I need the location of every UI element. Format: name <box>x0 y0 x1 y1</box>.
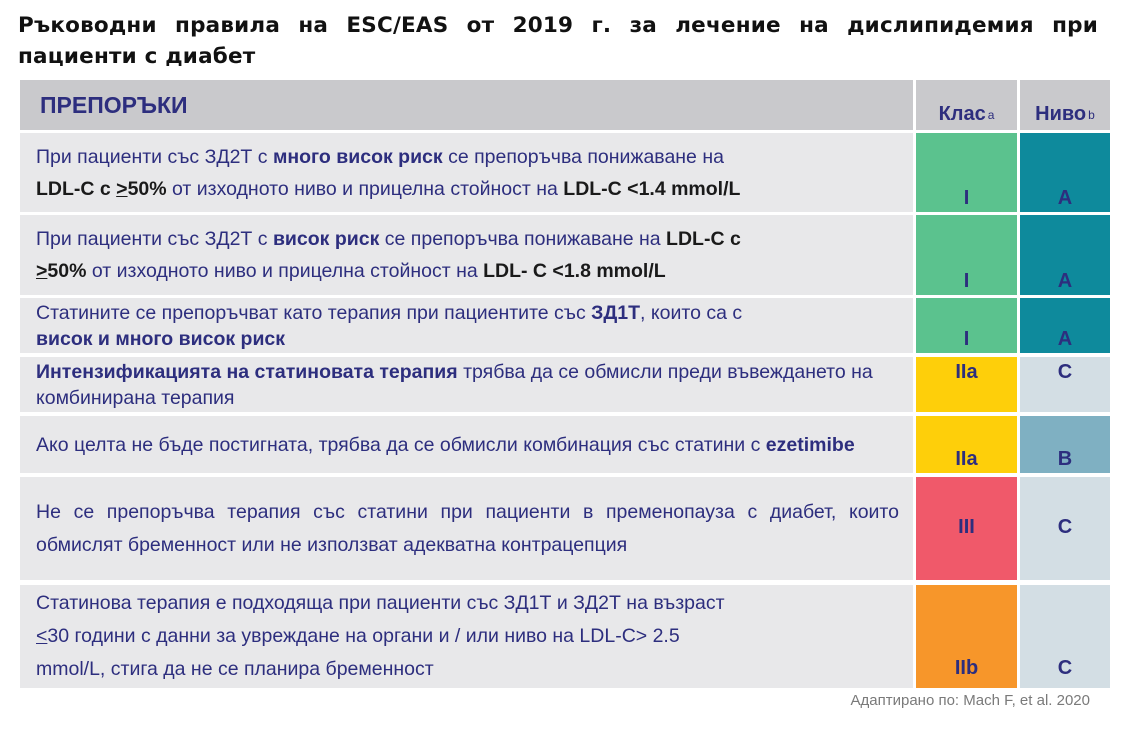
row-emphasis: висок риск <box>272 228 380 250</box>
row-text: При пациенти със ЗД2Т с <box>36 228 273 250</box>
level-value: C <box>1057 361 1073 383</box>
less-equal-sign: < <box>36 625 48 647</box>
table-row: Ако целта не бъде постигната, трябва да … <box>20 416 913 473</box>
greater-equal-sign: > <box>36 260 48 282</box>
class-badge: I <box>916 298 1017 353</box>
class-value: I <box>963 187 970 209</box>
row-emphasis: LDL- C <1.8 mmol/L <box>483 260 666 282</box>
row-text: от изходното ниво и прицелна стойност на <box>86 260 484 282</box>
row-text: се препоръчва понижаване на <box>379 228 667 250</box>
row-emphasis: Интензификацията на статиновата терапия <box>36 360 458 383</box>
class-badge: IIa <box>916 416 1017 473</box>
level-value: C <box>1057 516 1073 538</box>
row-emphasis: ЗД1Т <box>591 301 641 324</box>
row-text: се препоръчва понижаване на <box>442 145 724 168</box>
header-class-sup: a <box>987 108 995 122</box>
level-badge: A <box>1020 298 1110 353</box>
row-emphasis: висок и много висок риск <box>36 327 286 350</box>
header-class-label: Клас <box>938 103 986 125</box>
level-value: B <box>1057 448 1073 470</box>
table-row: Не се препоръчва терапия със статини при… <box>20 477 913 580</box>
table-row: Интензификацията на статиновата терапия … <box>20 357 913 412</box>
row-text: Не се препоръчва терапия със статини при… <box>36 500 899 556</box>
row-text: , които са с <box>640 301 743 324</box>
header-recommendations: ПРЕПОРЪКИ <box>20 80 913 130</box>
table-row: При пациенти със ЗД2Т с много висок риск… <box>20 133 913 212</box>
table-row: При пациенти със ЗД2Т с висок риск се пр… <box>20 215 913 295</box>
class-value: IIb <box>954 657 979 679</box>
class-value: III <box>958 516 975 538</box>
row-text: от изходното ниво и прицелна стойност на <box>166 177 564 200</box>
header-class: Клас a <box>916 80 1017 130</box>
class-value: I <box>963 328 970 350</box>
header-level-label: Ниво <box>1035 103 1087 125</box>
table-row: Статините се препоръчват като терапия пр… <box>20 298 913 353</box>
class-badge: IIb <box>916 585 1017 688</box>
class-value: IIa <box>955 361 978 383</box>
class-badge: I <box>916 215 1017 295</box>
row-text: mmol/L, стига да не се планира бременнос… <box>36 658 434 680</box>
row-text: Статините се препоръчват като терапия пр… <box>36 301 592 324</box>
level-badge: C <box>1020 585 1110 688</box>
source-citation: Адаптирано по: Mach F, et al. 2020 <box>850 692 1091 709</box>
table-row: Статинова терапия е подходяща при пациен… <box>20 585 913 688</box>
level-value: C <box>1057 657 1073 679</box>
header-level-sup: b <box>1088 108 1095 122</box>
level-value: A <box>1057 270 1073 292</box>
row-text: Ако целта не бъде постигната, трябва да … <box>36 433 766 456</box>
row-emphasis: LDL-C с <box>36 177 117 200</box>
class-badge: III <box>916 477 1017 580</box>
class-value: I <box>963 270 970 292</box>
level-badge: B <box>1020 416 1110 473</box>
page-title: Ръководни правила на ESC/EAS от 2019 г. … <box>18 13 1098 69</box>
greater-equal-sign: > <box>116 177 128 200</box>
row-emphasis: LDL-C с <box>666 228 741 250</box>
level-badge: C <box>1020 477 1110 580</box>
level-value: A <box>1057 328 1073 350</box>
row-text: 30 години с данни за увреждане на органи… <box>47 625 680 647</box>
row-emphasis: LDL-C <1.4 mmol/L <box>563 177 741 200</box>
header-recommendations-label: ПРЕПОРЪКИ <box>40 91 188 118</box>
row-text: При пациенти със ЗД2Т с <box>36 145 273 168</box>
level-badge: A <box>1020 215 1110 295</box>
level-badge: A <box>1020 133 1110 212</box>
class-badge: I <box>916 133 1017 212</box>
row-text: трябва да се обмисли преди въвеждането н… <box>36 360 873 409</box>
row-text: Статинова терапия е подходяща при пациен… <box>36 592 725 614</box>
level-badge: C <box>1020 357 1110 412</box>
row-emphasis: 50% <box>127 177 167 200</box>
class-badge: IIa <box>916 357 1017 412</box>
header-level: Ниво b <box>1020 80 1110 130</box>
level-value: A <box>1057 187 1073 209</box>
row-emphasis: ezetimibe <box>765 433 855 456</box>
class-value: IIa <box>955 448 978 470</box>
row-emphasis: много висок риск <box>272 145 443 168</box>
row-emphasis: 50% <box>47 260 87 282</box>
